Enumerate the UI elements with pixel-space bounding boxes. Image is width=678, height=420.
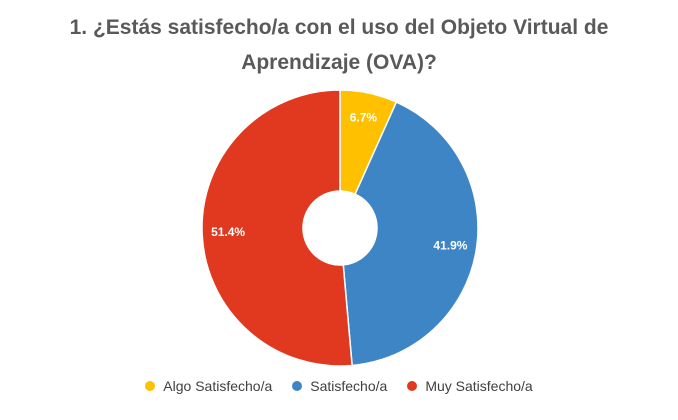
chart-title: 1. ¿Estás satisfecho/a con el uso del Ob… — [0, 10, 678, 80]
chart-legend: Algo Satisfecho/a Satisfecho/a Muy Satis… — [0, 378, 678, 394]
slice-satisfecho — [342, 101, 479, 367]
data-label-algo-satisfecho: 6.7% — [350, 111, 378, 125]
legend-marker-algo-satisfecho — [145, 381, 156, 391]
data-label-muy-satisfecho: 51.4% — [211, 225, 245, 239]
data-label-satisfecho: 41.9% — [433, 239, 467, 253]
legend-label-muy-satisfecho: Muy Satisfecho/a — [425, 378, 533, 394]
slice-muy-satisfecho — [201, 89, 353, 367]
legend-item-muy-satisfecho: Muy Satisfecho/a — [407, 378, 533, 394]
legend-marker-satisfecho — [292, 381, 303, 391]
legend-marker-muy-satisfecho — [407, 381, 418, 391]
legend-label-algo-satisfecho: Algo Satisfecho/a — [163, 378, 273, 394]
chart-title-line-2: Aprendizaje (OVA)? — [241, 51, 437, 74]
legend-item-satisfecho: Satisfecho/a — [292, 378, 387, 394]
legend-item-algo-satisfecho: Algo Satisfecho/a — [145, 378, 272, 394]
legend-label-satisfecho: Satisfecho/a — [310, 378, 388, 394]
chart-title-line-1: 1. ¿Estás satisfecho/a con el uso del Ob… — [69, 16, 609, 39]
